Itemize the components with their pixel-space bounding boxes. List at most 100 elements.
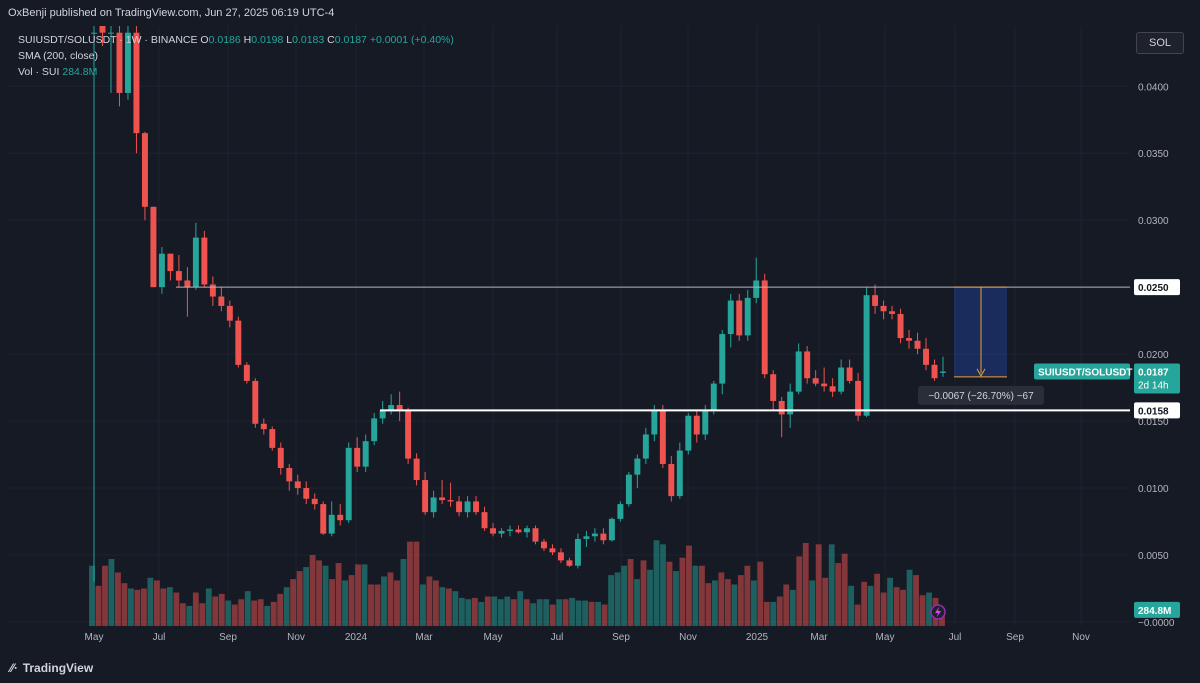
volume-bar bbox=[432, 580, 439, 626]
volume-bar bbox=[523, 599, 530, 626]
candle-body bbox=[226, 305, 233, 321]
volume-bar bbox=[270, 601, 277, 626]
candle-body bbox=[880, 305, 887, 312]
y-tick-label: 0.0100 bbox=[1138, 484, 1169, 495]
last-price-value: 0.0187 bbox=[1138, 368, 1169, 379]
volume-bar bbox=[407, 541, 413, 626]
candle-body bbox=[413, 458, 420, 481]
volume-bar bbox=[614, 572, 621, 626]
y-tick-label: −0.0000 bbox=[1138, 618, 1175, 629]
volume-bar bbox=[711, 580, 718, 626]
volume-legend[interactable]: Vol · SUI 284.8M bbox=[18, 66, 97, 78]
candle-body bbox=[490, 528, 497, 534]
candle-body bbox=[133, 32, 140, 134]
volume-bar bbox=[621, 565, 627, 626]
volume-bar bbox=[796, 556, 803, 626]
currency-button[interactable]: SOL bbox=[1136, 32, 1184, 54]
y-tick-label: 0.0300 bbox=[1138, 216, 1169, 227]
volume-badge-label: 284.8M bbox=[1138, 606, 1171, 617]
candle-body bbox=[184, 280, 191, 288]
volume-bar bbox=[89, 565, 95, 626]
x-tick-label: May bbox=[876, 632, 895, 643]
volume-bar bbox=[309, 555, 316, 626]
candle-body bbox=[753, 280, 760, 298]
volume-bar bbox=[381, 576, 387, 626]
candle-body bbox=[617, 504, 624, 519]
volume-bar bbox=[147, 577, 154, 626]
symbol-badge-bg bbox=[1034, 363, 1130, 380]
volume-bar bbox=[757, 561, 764, 626]
volume-bar bbox=[394, 580, 400, 626]
open-label: O bbox=[200, 34, 209, 46]
x-tick-label: May bbox=[484, 632, 503, 643]
x-tick-label: Nov bbox=[679, 632, 697, 643]
candle-body bbox=[481, 512, 488, 529]
volume-bar bbox=[744, 565, 751, 626]
volume-bar bbox=[822, 577, 829, 626]
publisher-bar: OxBenji published on TradingView.com, Ju… bbox=[0, 0, 1200, 26]
candle-body bbox=[532, 528, 539, 542]
volume-bar bbox=[692, 565, 699, 626]
volume-bar bbox=[770, 601, 777, 626]
open-value: 0.0186 bbox=[208, 34, 241, 46]
volume-bar bbox=[705, 583, 712, 626]
volume-bar bbox=[218, 593, 225, 626]
volume-bar bbox=[108, 559, 115, 626]
candle-body bbox=[719, 334, 726, 384]
volume-bar bbox=[763, 601, 770, 626]
candle-body bbox=[422, 480, 429, 513]
candlestick-chart[interactable]: −0.0067 (−26.70%) −67 0.0400 0.0350 0.0300 0… bbox=[8, 26, 1192, 654]
volume-bar bbox=[575, 600, 582, 626]
volume-bar bbox=[322, 565, 329, 626]
candle-body bbox=[524, 528, 530, 533]
volume-value: 284.8M bbox=[62, 66, 98, 78]
candle-body bbox=[311, 498, 318, 505]
candle-body bbox=[91, 32, 97, 34]
volume-bar bbox=[192, 592, 199, 626]
sma-legend[interactable]: SMA (200, close) bbox=[18, 50, 98, 62]
candle-body bbox=[405, 410, 412, 459]
volume-bar bbox=[582, 600, 589, 626]
candle-body bbox=[515, 529, 522, 533]
candle-body bbox=[889, 311, 896, 314]
volume-bar bbox=[173, 592, 180, 626]
volume-bar bbox=[815, 544, 822, 626]
volume-bar bbox=[835, 563, 842, 626]
candle-body bbox=[676, 450, 683, 497]
volume-bar bbox=[536, 599, 543, 626]
volume-bar bbox=[134, 589, 141, 626]
candle-body bbox=[141, 133, 148, 207]
candle-body bbox=[897, 313, 904, 339]
candle-body bbox=[507, 529, 513, 531]
volume-bar bbox=[212, 596, 219, 626]
volume-bar bbox=[413, 541, 420, 626]
volume-bar bbox=[679, 557, 686, 626]
volume-bar bbox=[666, 561, 673, 626]
volume-bar bbox=[283, 587, 290, 626]
volume-bar bbox=[906, 569, 913, 626]
candle-body bbox=[549, 548, 556, 553]
candle-body bbox=[320, 504, 327, 534]
volume-bar bbox=[634, 579, 640, 626]
candle-body bbox=[345, 447, 352, 521]
volume-bar bbox=[828, 544, 835, 626]
x-tick-label: 2025 bbox=[746, 632, 769, 643]
volume-bar bbox=[660, 544, 666, 626]
volume-bar bbox=[926, 592, 932, 626]
candle-body bbox=[770, 374, 777, 401]
chart-area[interactable]: −0.0067 (−26.70%) −67 0.0400 0.0350 0.0300 0… bbox=[8, 26, 1192, 654]
lightning-icon-glyph bbox=[935, 607, 941, 617]
candle-body bbox=[498, 530, 505, 534]
volume-bar bbox=[809, 580, 816, 626]
volume-bar bbox=[530, 603, 537, 626]
volume-bar bbox=[789, 589, 796, 626]
symbol-line[interactable]: SUIUSDT/SOLUSDT · 1W · BINANCE bbox=[18, 34, 198, 46]
tradingview-logo[interactable]: ⁄⁄∙ TradingView bbox=[10, 661, 93, 675]
volume-bar bbox=[478, 601, 485, 626]
volume-bar bbox=[848, 585, 855, 626]
volume-bar bbox=[231, 604, 238, 626]
candle-body bbox=[923, 348, 929, 365]
volume-bar bbox=[861, 581, 868, 626]
candle-body bbox=[821, 383, 828, 387]
volume-bar bbox=[543, 599, 550, 626]
